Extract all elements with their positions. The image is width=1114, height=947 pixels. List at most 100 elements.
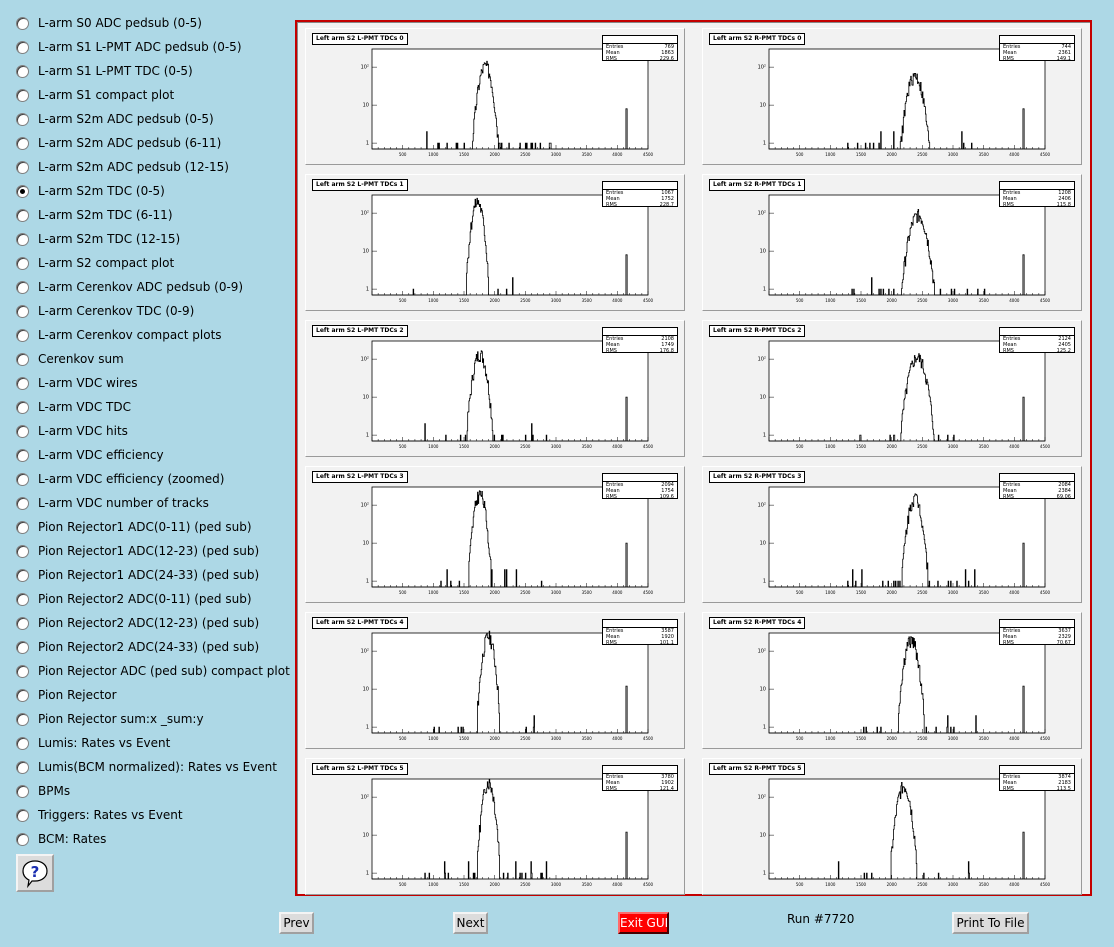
plot-option-label: L-arm S1 L-PMT TDC (0-5) [38,64,193,78]
radio-unchecked[interactable] [16,160,29,174]
plot-option-18[interactable]: L-arm VDC efficiency [16,445,164,465]
radio-unchecked[interactable] [16,784,29,798]
plot-option-6[interactable]: L-arm S2m ADC pedsub (12-15) [16,157,229,177]
radio-unchecked[interactable] [16,496,29,510]
radio-unchecked[interactable] [16,232,29,246]
y-tick-label: 10² [361,357,369,363]
plot-option-34[interactable]: BCM: Rates [16,829,106,849]
radio-unchecked[interactable] [16,472,29,486]
plot-option-33[interactable]: Triggers: Rates vs Event [16,805,183,825]
stats-row: RMS 121.4 [603,786,677,792]
radio-unchecked[interactable] [16,616,29,630]
radio-unchecked[interactable] [16,112,29,126]
radio-unchecked[interactable] [16,208,29,222]
radio-unchecked[interactable] [16,664,29,678]
plot-option-28[interactable]: Pion Rejector [16,685,117,705]
plot-option-0[interactable]: L-arm S0 ADC pedsub (0-5) [16,13,202,33]
radio-unchecked[interactable] [16,64,29,78]
plot-option-3[interactable]: L-arm S1 compact plot [16,85,174,105]
plot-option-9[interactable]: L-arm S2m TDC (12-15) [16,229,180,249]
plot-option-label: L-arm S2m ADC pedsub (12-15) [38,160,229,174]
plot-option-24[interactable]: Pion Rejector2 ADC(0-11) (ped sub) [16,589,252,609]
histogram-pad: 500 1000 1500 2000 2500 3000 3500 4000 4500 1 10 10… [702,28,1082,165]
help-button[interactable]: ? [16,854,54,892]
plot-option-26[interactable]: Pion Rejector2 ADC(24-33) (ped sub) [16,637,259,657]
stats-value: 69.06 [1056,494,1071,500]
stats-key: Mean [1003,196,1017,202]
radio-unchecked[interactable] [16,352,29,366]
print-to-file-button[interactable]: Print To File [952,912,1029,934]
y-tick-label: 10² [758,357,766,363]
radio-unchecked[interactable] [16,688,29,702]
radio-unchecked[interactable] [16,280,29,294]
radio-unchecked[interactable] [16,760,29,774]
plot-option-32[interactable]: BPMs [16,781,70,801]
prev-button[interactable]: Prev [279,912,314,934]
radio-unchecked[interactable] [16,712,29,726]
plot-option-19[interactable]: L-arm VDC efficiency (zoomed) [16,469,224,489]
plot-option-11[interactable]: L-arm Cerenkov ADC pedsub (0-9) [16,277,243,297]
exit-gui-button[interactable]: Exit GUI [618,912,669,934]
x-tick-label: 2500 [520,882,531,887]
plot-option-8[interactable]: L-arm S2m TDC (6-11) [16,205,173,225]
stats-box-header [603,620,677,628]
plot-option-21[interactable]: Pion Rejector1 ADC(0-11) (ped sub) [16,517,252,537]
plot-option-13[interactable]: L-arm Cerenkov compact plots [16,325,222,345]
stats-row: Mean 1754 [603,488,677,494]
stats-row: Mean 2361 [1000,50,1074,56]
plot-option-31[interactable]: Lumis(BCM normalized): Rates vs Event [16,757,277,777]
plot-option-27[interactable]: Pion Rejector ADC (ped sub) compact plot [16,661,290,681]
radio-unchecked[interactable] [16,424,29,438]
plot-option-2[interactable]: L-arm S1 L-PMT TDC (0-5) [16,61,193,81]
radio-unchecked[interactable] [16,16,29,30]
radio-unchecked[interactable] [16,376,29,390]
stats-key: Entries [1003,774,1021,780]
next-button[interactable]: Next [453,912,488,934]
plot-option-20[interactable]: L-arm VDC number of tracks [16,493,209,513]
plot-canvas: 500 1000 1500 2000 2500 3000 3500 4000 4500 1 10 10… [295,20,1092,896]
stats-row: Mean 1920 [603,634,677,640]
plot-option-12[interactable]: L-arm Cerenkov TDC (0-9) [16,301,194,321]
plot-option-1[interactable]: L-arm S1 L-PMT ADC pedsub (0-5) [16,37,242,57]
radio-unchecked[interactable] [16,832,29,846]
plot-option-label: L-arm S2m ADC pedsub (0-5) [38,112,214,126]
y-tick-label: 10 [760,395,766,401]
plot-option-16[interactable]: L-arm VDC TDC [16,397,131,417]
radio-unchecked[interactable] [16,88,29,102]
stats-key: Mean [1003,50,1017,56]
plot-option-29[interactable]: Pion Rejector sum:x _sum:y [16,709,204,729]
radio-unchecked[interactable] [16,448,29,462]
plot-option-22[interactable]: Pion Rejector1 ADC(12-23) (ped sub) [16,541,259,561]
radio-checked[interactable] [16,184,29,198]
plot-option-15[interactable]: L-arm VDC wires [16,373,137,393]
radio-unchecked[interactable] [16,592,29,606]
plot-option-7[interactable]: L-arm S2m TDC (0-5) [16,181,165,201]
plot-frame [371,340,649,442]
plot-option-23[interactable]: Pion Rejector1 ADC(24-33) (ped sub) [16,565,259,585]
plot-option-5[interactable]: L-arm S2m ADC pedsub (6-11) [16,133,221,153]
stats-key: RMS [1003,56,1014,62]
plot-option-30[interactable]: Lumis: Rates vs Event [16,733,170,753]
radio-unchecked[interactable] [16,544,29,558]
radio-unchecked[interactable] [16,568,29,582]
histogram-pad: 500 1000 1500 2000 2500 3000 3500 4000 4500 1 10 10… [305,466,685,603]
radio-unchecked[interactable] [16,328,29,342]
radio-unchecked[interactable] [16,304,29,318]
plot-option-25[interactable]: Pion Rejector2 ADC(12-23) (ped sub) [16,613,259,633]
stats-value: 1749 [661,342,674,348]
radio-unchecked[interactable] [16,808,29,822]
radio-unchecked[interactable] [16,736,29,750]
stats-value: 1752 [661,196,674,202]
radio-unchecked[interactable] [16,256,29,270]
radio-unchecked[interactable] [16,40,29,54]
plot-option-10[interactable]: L-arm S2 compact plot [16,253,174,273]
plot-option-4[interactable]: L-arm S2m ADC pedsub (0-5) [16,109,214,129]
x-tick-label: 4000 [612,298,623,303]
plot-option-14[interactable]: Cerenkov sum [16,349,124,369]
radio-unchecked[interactable] [16,136,29,150]
radio-unchecked[interactable] [16,640,29,654]
stats-key: Mean [1003,780,1017,786]
plot-option-17[interactable]: L-arm VDC hits [16,421,128,441]
radio-unchecked[interactable] [16,520,29,534]
radio-unchecked[interactable] [16,400,29,414]
